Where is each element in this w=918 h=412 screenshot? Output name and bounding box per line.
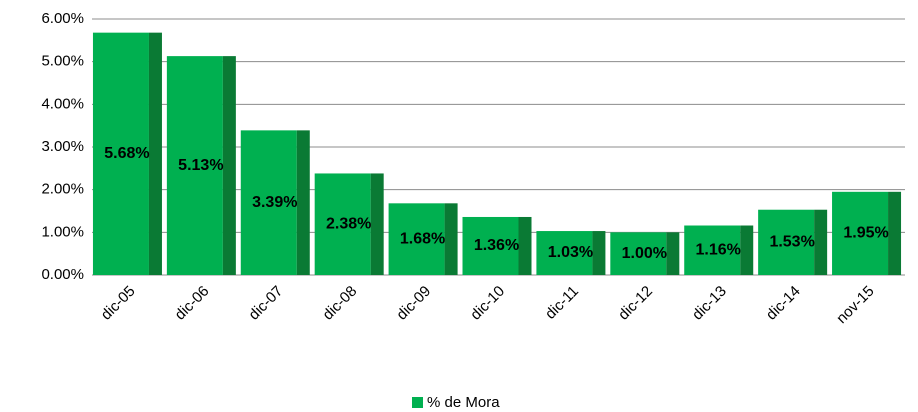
bar-side bbox=[740, 225, 754, 275]
legend-label: % de Mora bbox=[427, 394, 500, 411]
bar bbox=[610, 232, 667, 275]
bar bbox=[314, 173, 371, 275]
x-tick-label: dic-07 bbox=[245, 283, 286, 324]
x-tick-label: dic-12 bbox=[615, 283, 656, 324]
legend-swatch bbox=[412, 397, 423, 408]
bar bbox=[758, 209, 815, 275]
bar bbox=[166, 56, 223, 276]
value-label: 1.53% bbox=[769, 234, 814, 251]
bar-side bbox=[518, 216, 532, 275]
x-tick-label: dic-08 bbox=[319, 283, 360, 324]
bar bbox=[388, 203, 445, 275]
y-tick-label: 3.00% bbox=[41, 138, 84, 155]
x-tick-label: dic-09 bbox=[393, 283, 434, 324]
bar-side bbox=[370, 173, 384, 275]
bar-side bbox=[888, 191, 902, 275]
value-label: 1.36% bbox=[474, 237, 519, 254]
x-tick-label: dic-05 bbox=[98, 283, 139, 324]
value-label: 1.95% bbox=[843, 225, 888, 242]
y-tick-label: 1.00% bbox=[41, 223, 84, 240]
bar bbox=[832, 191, 889, 275]
x-tick-label: dic-10 bbox=[467, 283, 508, 324]
x-tick-label: nov-15 bbox=[833, 283, 877, 327]
bar-side bbox=[296, 130, 310, 275]
value-label: 1.16% bbox=[696, 241, 741, 258]
bar bbox=[684, 225, 741, 275]
x-tick-label: dic-13 bbox=[689, 283, 730, 324]
y-tick-label: 0.00% bbox=[41, 266, 84, 283]
value-label: 1.00% bbox=[622, 245, 667, 262]
y-tick-label: 4.00% bbox=[41, 95, 84, 112]
x-tick-label: dic-11 bbox=[542, 283, 582, 323]
bar bbox=[462, 216, 519, 275]
value-label: 5.68% bbox=[104, 145, 149, 162]
x-tick-label: dic-14 bbox=[763, 283, 804, 324]
value-label: 1.03% bbox=[548, 244, 593, 261]
bar-side bbox=[592, 231, 606, 275]
y-tick-label: 6.00% bbox=[41, 10, 84, 27]
value-label: 5.13% bbox=[178, 157, 223, 174]
y-tick-label: 5.00% bbox=[41, 53, 84, 70]
bar-side bbox=[222, 56, 236, 276]
bar bbox=[240, 130, 297, 275]
value-label: 3.39% bbox=[252, 194, 297, 211]
x-tick-label: dic-06 bbox=[172, 283, 213, 324]
value-label: 1.68% bbox=[400, 230, 445, 247]
bar-side bbox=[666, 232, 680, 275]
bar bbox=[536, 231, 593, 275]
bar-side bbox=[814, 209, 828, 275]
value-label: 2.38% bbox=[326, 215, 371, 232]
y-tick-label: 2.00% bbox=[41, 181, 84, 198]
bar bbox=[92, 32, 149, 275]
bar-side bbox=[148, 32, 162, 275]
bar-side bbox=[444, 203, 458, 275]
